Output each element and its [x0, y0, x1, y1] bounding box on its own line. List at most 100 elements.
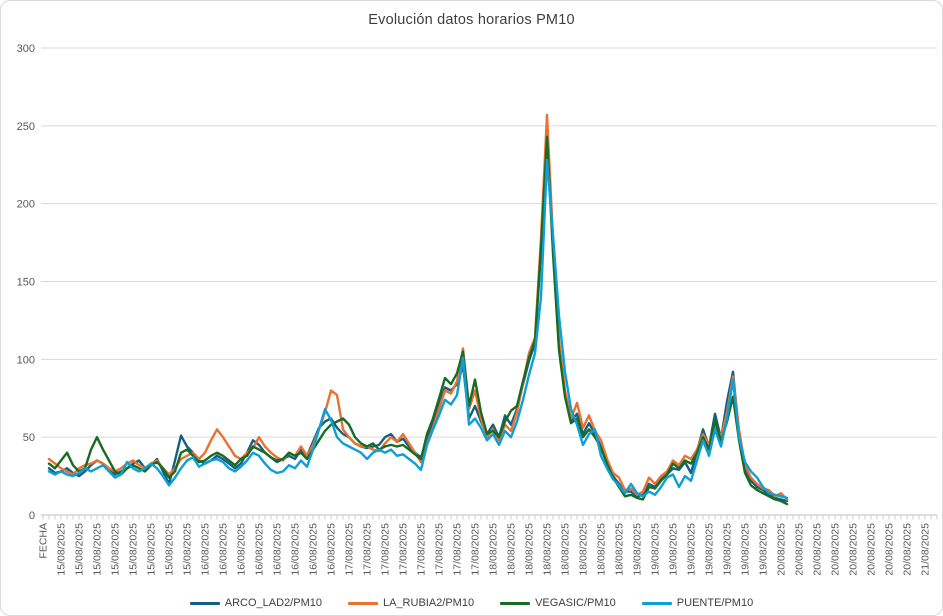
x-axis-label-group: 21/08/2025	[920, 523, 932, 576]
x-axis-label-group: 18/08/2025	[614, 523, 626, 576]
x-axis-tick-label: 17/08/2025	[434, 523, 446, 576]
x-axis-label-group: 20/08/2025	[830, 523, 842, 576]
x-axis-label-group: 18/08/2025	[524, 523, 536, 576]
x-axis-tick-label: 21/08/2025	[920, 523, 932, 576]
x-axis-tick-label: 17/08/2025	[398, 523, 410, 576]
x-axis-label-group: 19/08/2025	[668, 523, 680, 576]
chart-title: Evolución datos horarios PM10	[368, 12, 575, 28]
x-axis-label-group: 16/08/2025	[200, 523, 212, 576]
x-axis-tick-label: 15/08/2025	[110, 523, 122, 576]
x-axis-tick-label: 16/08/2025	[236, 523, 248, 576]
x-axis-tick-label: 15/08/2025	[92, 523, 104, 576]
x-axis-label-group: 16/08/2025	[272, 523, 284, 576]
x-axis-tick-label: 19/08/2025	[686, 523, 698, 576]
y-axis-tick-label: 150	[17, 277, 35, 289]
x-axis-label-group: 18/08/2025	[488, 523, 500, 576]
x-axis-label-group: 19/08/2025	[722, 523, 734, 576]
legend-item-arco-lad2-pm10: ARCO_LAD2/PM10	[189, 597, 322, 609]
x-axis-tick-label: 16/08/2025	[200, 523, 212, 576]
x-axis-label-group: 17/08/2025	[362, 523, 374, 576]
x-axis-label-group: 18/08/2025	[578, 523, 590, 576]
x-axis-label-group: 20/08/2025	[794, 523, 806, 576]
x-axis-label-group: FECHA	[38, 523, 50, 559]
x-axis-tick-label: 18/08/2025	[488, 523, 500, 576]
y-axis-tick-label: 250	[17, 121, 35, 133]
x-axis-label-group: 19/08/2025	[686, 523, 698, 576]
x-axis-label-group: 20/08/2025	[776, 523, 788, 576]
x-axis-label-group: 16/08/2025	[290, 523, 302, 576]
x-axis-label-group: 17/08/2025	[398, 523, 410, 576]
x-axis-tick-label: 19/08/2025	[632, 523, 644, 576]
x-axis-label-group: 16/08/2025	[254, 523, 266, 576]
x-axis-tick-label: 17/08/2025	[416, 523, 428, 576]
x-axis-tick-label: 18/08/2025	[506, 523, 518, 576]
x-axis-tick-label: 17/08/2025	[452, 523, 464, 576]
x-axis-tick-label: 18/08/2025	[524, 523, 536, 576]
x-axis-label-group: 17/08/2025	[434, 523, 446, 576]
x-axis-tick-label: 19/08/2025	[704, 523, 716, 576]
x-axis-label-group: 17/08/2025	[416, 523, 428, 576]
x-axis-tick-label: 19/08/2025	[758, 523, 770, 576]
legend-line-swatch	[189, 601, 220, 605]
x-axis-tick-label: 20/08/2025	[866, 523, 878, 576]
x-axis-label-group: 17/08/2025	[380, 523, 392, 576]
x-axis-tick-label: 19/08/2025	[668, 523, 680, 576]
x-axis-label-group: 16/08/2025	[326, 523, 338, 576]
x-axis-label-group: 15/08/2025	[56, 523, 68, 576]
legend-label: PUENTE/PM10	[676, 597, 754, 609]
x-axis-tick-label: 20/08/2025	[884, 523, 896, 576]
x-axis-label-group: 15/08/2025	[146, 523, 158, 576]
x-axis-label-group: 19/08/2025	[704, 523, 716, 576]
series-line-arco-lad2-pm10	[47, 130, 789, 503]
x-axis-tick-label: 16/08/2025	[308, 523, 320, 576]
x-axis-tick-label: 17/08/2025	[362, 523, 374, 576]
x-axis-label-group: 17/08/2025	[452, 523, 464, 576]
x-axis-tick-label: 16/08/2025	[218, 523, 230, 576]
y-axis-tick-label: 100	[17, 354, 35, 366]
x-axis-label-group: 19/08/2025	[740, 523, 752, 576]
x-axis-label-group: 19/08/2025	[758, 523, 770, 576]
x-axis-tick-label: 20/08/2025	[776, 523, 788, 576]
x-axis-label-group: 18/08/2025	[542, 523, 554, 576]
legend-item-la-rubia2-pm10: LA_RUBIA2/PM10	[347, 597, 475, 609]
legend-item-puente-pm10: PUENTE/PM10	[641, 597, 754, 609]
x-axis-label-group: 15/08/2025	[74, 523, 86, 576]
x-axis-label-group: 20/08/2025	[848, 523, 860, 576]
legend-line-swatch	[347, 601, 378, 605]
x-axis-tick-label: 18/08/2025	[542, 523, 554, 576]
x-axis-label-group: 16/08/2025	[308, 523, 320, 576]
x-axis-tick-label: 16/08/2025	[254, 523, 266, 576]
x-axis-tick-label: 17/08/2025	[344, 523, 356, 576]
x-axis-tick-label: FECHA	[38, 523, 50, 559]
x-axis-tick-label: 15/08/2025	[128, 523, 140, 576]
legend-item-vegasic-pm10: VEGASIC/PM10	[500, 597, 616, 609]
x-axis-label-group: 17/08/2025	[344, 523, 356, 576]
y-axis-tick-label: 300	[17, 43, 35, 55]
legend-line-swatch	[641, 601, 672, 605]
x-axis-label-group: 20/08/2025	[812, 523, 824, 576]
x-axis-label-group: 20/08/2025	[902, 523, 914, 576]
x-axis-label-group: 19/08/2025	[650, 523, 662, 576]
legend-line-swatch	[500, 601, 531, 605]
x-axis-tick-label: 15/08/2025	[146, 523, 158, 576]
x-axis-tick-label: 19/08/2025	[740, 523, 752, 576]
x-axis-label-group: 16/08/2025	[236, 523, 248, 576]
legend-label: VEGASIC/PM10	[535, 597, 616, 609]
x-axis-label-group: 16/08/2025	[218, 523, 230, 576]
legend-label: LA_RUBIA2/PM10	[382, 597, 475, 609]
x-axis-tick-label: 18/08/2025	[578, 523, 590, 576]
x-axis-tick-label: 15/08/2025	[164, 523, 176, 576]
y-axis-tick-label: 50	[23, 432, 35, 444]
x-axis-label-group: 15/08/2025	[128, 523, 140, 576]
x-axis-tick-label: 18/08/2025	[560, 523, 572, 576]
x-axis-label-group: 20/08/2025	[884, 523, 896, 576]
x-axis-tick-label: 15/08/2025	[56, 523, 68, 576]
y-axis-tick-label: 0	[29, 510, 35, 522]
x-axis-tick-label: 20/08/2025	[812, 523, 824, 576]
x-axis-label-group: 18/08/2025	[596, 523, 608, 576]
series-line-vegasic-pm10	[47, 135, 789, 506]
y-axis-tick-label: 200	[17, 199, 35, 211]
series-line-la-rubia2-pm10	[47, 113, 789, 501]
series-line-puente-pm10	[47, 158, 789, 500]
